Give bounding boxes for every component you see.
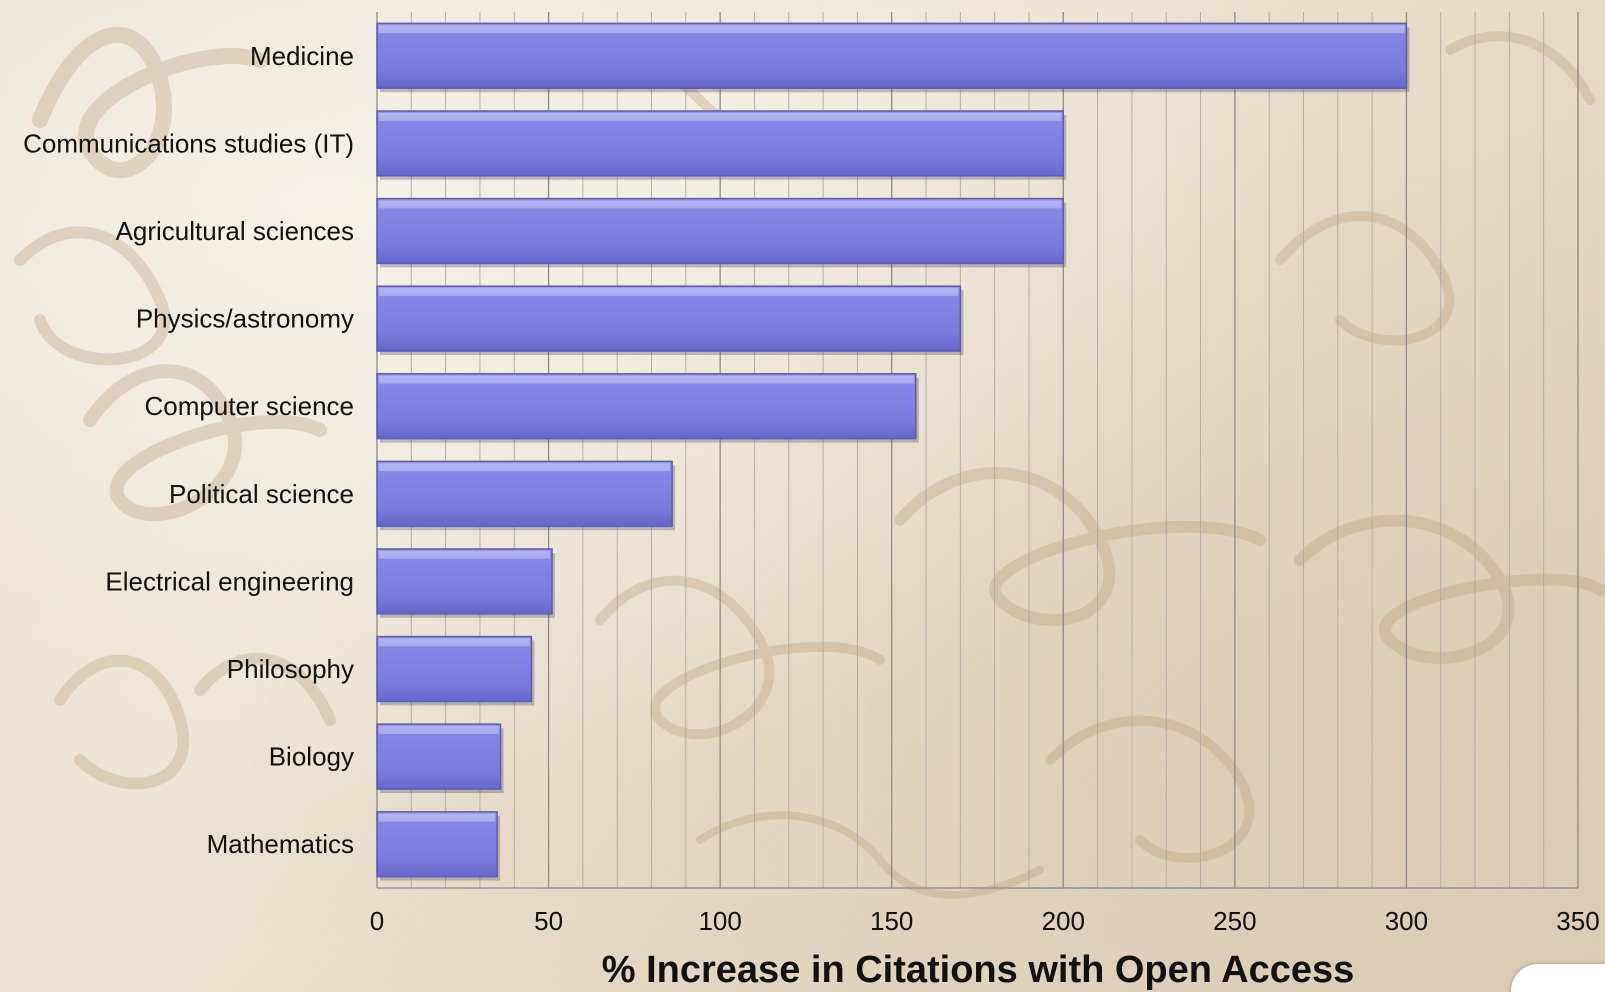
bars <box>376 22 1410 881</box>
bar-highlight <box>379 638 530 647</box>
x-tick-label: 100 <box>698 906 741 936</box>
category-label: Biology <box>269 742 354 772</box>
category-label: Computer science <box>144 391 354 421</box>
bar-highlight <box>379 375 914 384</box>
category-labels: Medicine Communications studies (IT) Agric… <box>23 41 354 859</box>
bar <box>376 723 502 790</box>
bar-highlight <box>379 550 551 559</box>
x-tick-label: 150 <box>870 906 913 936</box>
category-label: Mathematics <box>207 829 354 859</box>
bar-highlight <box>379 25 1405 34</box>
category-label: Philosophy <box>227 654 354 684</box>
bar-highlight <box>379 200 1062 209</box>
x-tick-label: 0 <box>370 906 384 936</box>
x-tick-label: 50 <box>534 906 563 936</box>
bar <box>376 548 553 615</box>
bar <box>376 285 962 352</box>
x-tick-label: 250 <box>1213 906 1256 936</box>
bar <box>376 811 498 878</box>
bar-highlight <box>379 813 496 822</box>
bar-highlight <box>379 288 959 296</box>
category-label: Communications studies (IT) <box>23 128 354 158</box>
x-tick-labels: 0 50 100 150 200 250 300 350 <box>370 906 1600 936</box>
category-label: Political science <box>169 479 354 509</box>
category-label: Medicine <box>250 41 354 71</box>
bar <box>376 22 1408 89</box>
x-tick-label: 350 <box>1556 906 1599 936</box>
bar <box>376 460 673 527</box>
x-axis-title: % Increase in Citations with Open Access <box>602 949 1355 991</box>
x-tick-label: 200 <box>1042 906 1085 936</box>
bar-highlight <box>379 726 499 734</box>
bar-highlight <box>379 112 1062 121</box>
corner-panel-tab <box>1510 963 1605 992</box>
bar-highlight <box>379 463 671 472</box>
bar <box>376 197 1065 265</box>
category-label: Physics/astronomy <box>136 304 354 334</box>
x-tick-label: 300 <box>1385 906 1428 936</box>
bar <box>376 635 533 703</box>
category-label: Electrical engineering <box>105 566 354 596</box>
bar <box>376 373 917 440</box>
bar <box>376 110 1065 177</box>
category-label: Agricultural sciences <box>116 216 354 246</box>
